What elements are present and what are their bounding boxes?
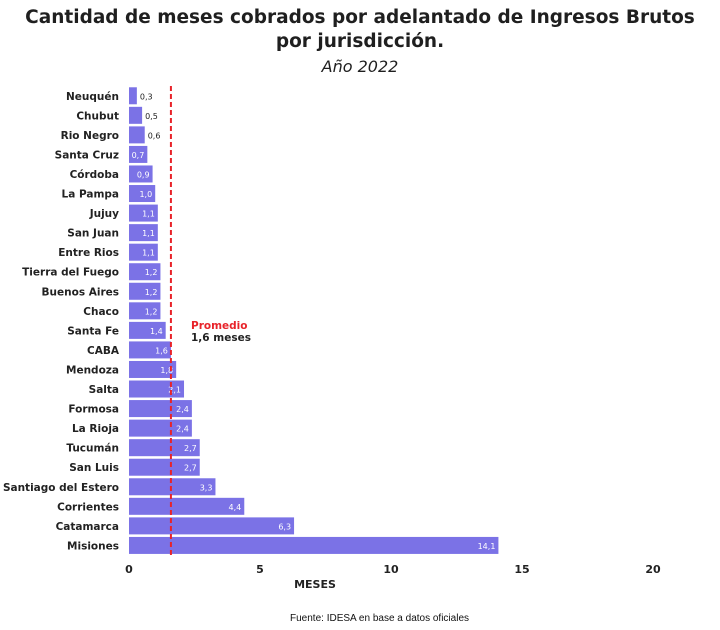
bar [129, 439, 200, 457]
bar [129, 517, 295, 535]
bar [129, 458, 200, 476]
x-tick-label: 20 [645, 563, 661, 576]
category-label: Chubut [76, 110, 119, 122]
data-label: 0,6 [148, 131, 161, 140]
bar [129, 400, 192, 418]
category-label: San Luis [69, 462, 119, 474]
bar [129, 185, 156, 203]
bar [129, 536, 499, 554]
bar [129, 204, 158, 222]
bar [129, 497, 245, 515]
data-label: 14,1 [478, 542, 496, 551]
data-label: 1,4 [150, 327, 163, 336]
category-label: Formosa [68, 404, 119, 416]
category-label: Tierra del Fuego [22, 267, 119, 279]
x-tick-label: 5 [256, 563, 264, 576]
data-label: 1,0 [139, 190, 152, 199]
data-label: 4,4 [229, 503, 242, 512]
chart-title: Cantidad de meses cobrados por adelantad… [25, 7, 695, 52]
data-label: 2,7 [184, 464, 197, 473]
data-label: 1,8 [160, 366, 173, 375]
bar [129, 243, 158, 261]
category-label: San Juan [67, 228, 119, 240]
data-label: 1,1 [142, 229, 155, 238]
bar [129, 282, 161, 300]
data-label: 1,1 [142, 249, 155, 258]
category-label: Catamarca [56, 521, 119, 533]
category-label: La Rioja [72, 423, 119, 435]
category-label: Chaco [83, 306, 119, 318]
bar [129, 321, 166, 339]
bar [129, 145, 148, 163]
category-label: Santiago del Estero [3, 482, 119, 494]
bar [129, 360, 177, 378]
chart-subtitle: Año 2022 [321, 57, 399, 76]
chart-header: Cantidad de meses cobrados por adelantad… [0, 6, 720, 78]
data-label: 2,4 [176, 405, 189, 414]
bar [129, 478, 216, 496]
category-label: Jujuy [89, 208, 119, 220]
data-label: 0,3 [140, 92, 153, 101]
data-label: 6,3 [278, 522, 291, 531]
data-label: 0,7 [132, 151, 145, 160]
bar [129, 302, 161, 320]
category-label: Corrientes [57, 501, 119, 513]
source-note: Fuente: IDESA en base a datos oficiales [290, 613, 469, 624]
x-axis-title: MESES [294, 578, 336, 591]
bar [129, 419, 192, 437]
category-label: Buenos Aires [42, 286, 119, 298]
data-label: 2,4 [176, 425, 189, 434]
data-label: 2,7 [184, 444, 197, 453]
bar [129, 126, 145, 144]
bar [129, 341, 171, 359]
x-tick-label: 0 [125, 563, 133, 576]
category-label: La Pampa [62, 189, 119, 201]
data-label: 0,9 [137, 170, 150, 179]
data-label: 1,2 [145, 268, 158, 277]
data-label: 2,1 [168, 386, 181, 395]
category-label: Santa Cruz [55, 149, 119, 161]
bar [129, 106, 143, 124]
data-label: 1,1 [142, 210, 155, 219]
category-label: Mendoza [66, 364, 119, 376]
data-label: 1,6 [155, 346, 168, 355]
average-label: Promedio [191, 320, 247, 332]
x-tick-label: 10 [383, 563, 399, 576]
category-label: Misiones [67, 540, 119, 552]
category-label: Córdoba [70, 169, 119, 181]
data-label: 1,2 [145, 307, 158, 316]
category-label: Rio Negro [61, 130, 119, 142]
category-label: Tucumán [66, 443, 119, 455]
average-value-label: 1,6 meses [191, 332, 251, 344]
category-label: Santa Fe [67, 325, 119, 337]
bar [129, 224, 158, 242]
bar-chart: Neuquén 0,3 Chubut 0,5 Rio Negro 0,6 Santa Cru… [3, 86, 661, 591]
bar [129, 165, 153, 183]
bar [129, 87, 137, 105]
category-label: Neuquén [66, 91, 119, 103]
bar [129, 263, 161, 281]
x-tick-label: 15 [514, 563, 529, 576]
data-label: 3,3 [200, 483, 213, 492]
data-label: 0,5 [145, 112, 158, 121]
category-label: Entre Rios [58, 247, 119, 259]
category-label: CABA [87, 345, 120, 357]
data-label: 1,2 [145, 288, 158, 297]
category-label: Salta [89, 384, 119, 396]
